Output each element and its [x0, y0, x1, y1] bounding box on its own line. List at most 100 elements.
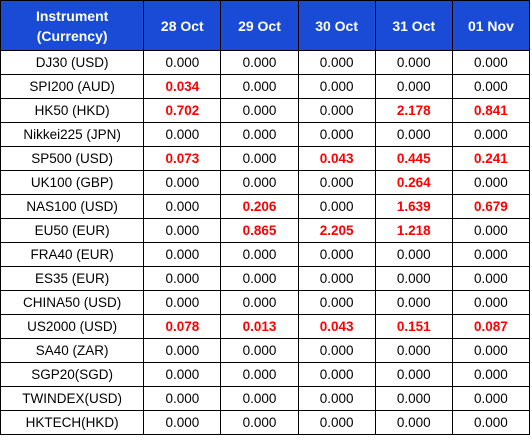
- value-cell: 0.000: [220, 122, 299, 147]
- table-row: SA40 (ZAR) 0.000 0.000 0.000 0.000 0.000: [0, 338, 531, 363]
- instrument-cell: HK50 (HKD): [0, 98, 145, 123]
- value-cell: 0.000: [143, 194, 222, 219]
- value-cell: 0.000: [220, 50, 299, 75]
- instrument-cell: SGP20(SGD): [0, 362, 145, 387]
- value-cell: 0.000: [451, 362, 531, 387]
- header-instrument-line2: (Currency): [36, 27, 108, 44]
- header-date: 28 Oct: [143, 0, 222, 51]
- value-cell: 0.000: [297, 410, 376, 435]
- header-instrument-line1: Instrument: [35, 7, 109, 24]
- instrument-cell: ES35 (EUR): [0, 266, 145, 291]
- value-cell: 0.000: [220, 242, 299, 267]
- value-cell: 0.000: [220, 362, 299, 387]
- value-cell: 0.000: [451, 218, 531, 243]
- table-row: SP500 (USD) 0.073 0.000 0.043 0.445 0.241: [0, 146, 531, 171]
- value-cell: 0.000: [297, 338, 376, 363]
- header-date: 29 Oct: [220, 0, 299, 51]
- header-instrument: Instrument (Currency): [0, 0, 145, 51]
- value-cell: 0.000: [374, 50, 453, 75]
- value-cell: 0.000: [374, 362, 453, 387]
- value-cell: 0.000: [374, 242, 453, 267]
- value-cell: 0.000: [220, 98, 299, 123]
- value-cell: 0.000: [451, 290, 531, 315]
- value-cell: 0.087: [451, 314, 531, 339]
- table-row: HK50 (HKD) 0.702 0.000 0.000 2.178 0.841: [0, 98, 531, 123]
- value-cell: 0.000: [220, 290, 299, 315]
- value-cell: 0.000: [220, 146, 299, 171]
- value-cell: 0.000: [143, 218, 222, 243]
- table-row: TWINDEX(USD) 0.000 0.000 0.000 0.000 0.000: [0, 386, 531, 411]
- table-row: US2000 (USD) 0.078 0.013 0.043 0.151 0.087: [0, 314, 531, 339]
- value-cell: 0.445: [374, 146, 453, 171]
- value-cell: 0.000: [143, 410, 222, 435]
- value-cell: 0.000: [220, 266, 299, 291]
- value-cell: 0.000: [220, 386, 299, 411]
- value-cell: 0.000: [374, 266, 453, 291]
- value-cell: 0.000: [143, 290, 222, 315]
- value-cell: 0.000: [220, 170, 299, 195]
- instrument-cell: CHINA50 (USD): [0, 290, 145, 315]
- value-cell: 0.000: [297, 50, 376, 75]
- value-cell: 0.000: [297, 242, 376, 267]
- value-cell: 0.000: [143, 266, 222, 291]
- instrument-cell: SP500 (USD): [0, 146, 145, 171]
- instrument-cell: DJ30 (USD): [0, 50, 145, 75]
- value-cell: 0.000: [297, 194, 376, 219]
- table-row: HKTECH(HKD) 0.000 0.000 0.000 0.000 0.000: [0, 410, 531, 435]
- instrument-cell: FRA40 (EUR): [0, 242, 145, 267]
- table-row: CHINA50 (USD) 0.000 0.000 0.000 0.000 0.000: [0, 290, 531, 315]
- table-header: Instrument (Currency) 28 Oct 29 Oct 30 O…: [0, 0, 531, 51]
- value-cell: 0.043: [297, 314, 376, 339]
- value-cell: 0.000: [451, 386, 531, 411]
- value-cell: 0.000: [143, 50, 222, 75]
- value-cell: 0.000: [451, 242, 531, 267]
- table-row: SGP20(SGD) 0.000 0.000 0.000 0.000 0.000: [0, 362, 531, 387]
- value-cell: 0.206: [220, 194, 299, 219]
- value-cell: 0.000: [451, 74, 531, 99]
- value-cell: 0.013: [220, 314, 299, 339]
- instrument-cell: SA40 (ZAR): [0, 338, 145, 363]
- table-row: ES35 (EUR) 0.000 0.000 0.000 0.000 0.000: [0, 266, 531, 291]
- value-cell: 0.000: [220, 338, 299, 363]
- table-row: DJ30 (USD) 0.000 0.000 0.000 0.000 0.000: [0, 50, 531, 75]
- value-cell: 0.841: [451, 98, 531, 123]
- value-cell: 2.205: [297, 218, 376, 243]
- header-date: 31 Oct: [374, 0, 453, 51]
- value-cell: 0.865: [220, 218, 299, 243]
- value-cell: 0.078: [143, 314, 222, 339]
- value-cell: 0.000: [374, 290, 453, 315]
- instrument-cell: EU50 (EUR): [0, 218, 145, 243]
- table-row: SPI200 (AUD) 0.034 0.000 0.000 0.000 0.000: [0, 74, 531, 99]
- value-cell: 0.000: [374, 410, 453, 435]
- value-cell: 0.000: [220, 74, 299, 99]
- instrument-cell: UK100 (GBP): [0, 170, 145, 195]
- value-cell: 0.264: [374, 170, 453, 195]
- value-cell: 2.178: [374, 98, 453, 123]
- value-cell: 0.000: [451, 338, 531, 363]
- instrument-cell: Nikkei225 (JPN): [0, 122, 145, 147]
- header-date: 30 Oct: [297, 0, 376, 51]
- table-row: EU50 (EUR) 0.000 0.865 2.205 1.218 0.000: [0, 218, 531, 243]
- header-row: Instrument (Currency) 28 Oct 29 Oct 30 O…: [0, 0, 531, 51]
- value-cell: 0.000: [451, 122, 531, 147]
- value-cell: 0.000: [297, 266, 376, 291]
- value-cell: 0.000: [374, 338, 453, 363]
- value-cell: 0.000: [297, 98, 376, 123]
- instrument-cell: US2000 (USD): [0, 314, 145, 339]
- value-cell: 0.000: [374, 74, 453, 99]
- value-cell: 0.000: [297, 290, 376, 315]
- value-cell: 0.000: [143, 338, 222, 363]
- value-cell: 0.000: [451, 50, 531, 75]
- value-cell: 0.000: [220, 410, 299, 435]
- value-cell: 0.000: [143, 386, 222, 411]
- value-cell: 0.000: [143, 170, 222, 195]
- value-cell: 1.639: [374, 194, 453, 219]
- instrument-cell: TWINDEX(USD): [0, 386, 145, 411]
- value-cell: 1.218: [374, 218, 453, 243]
- value-cell: 0.702: [143, 98, 222, 123]
- value-cell: 0.043: [297, 146, 376, 171]
- value-cell: 0.034: [143, 74, 222, 99]
- value-cell: 0.000: [451, 410, 531, 435]
- table-row: Nikkei225 (JPN) 0.000 0.000 0.000 0.000 0.000: [0, 122, 531, 147]
